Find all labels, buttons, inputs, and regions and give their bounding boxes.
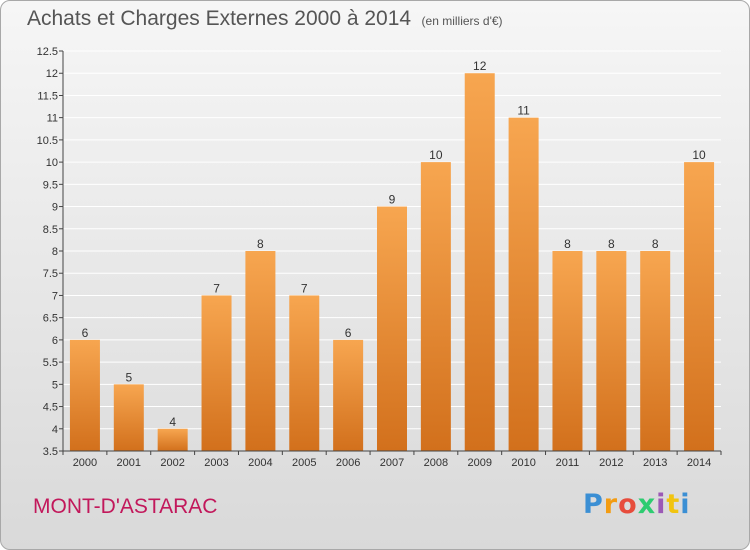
y-tick-label: 10.5 [37, 135, 58, 147]
y-tick-label: 3.5 [43, 446, 58, 458]
place-name: MONT-D'ASTARAC [33, 495, 218, 518]
x-tick-label-2014: 2014 [687, 457, 711, 469]
x-tick-label-2012: 2012 [599, 457, 623, 469]
bar-2012 [596, 251, 627, 451]
logo-letter: r [603, 489, 619, 520]
y-tick-label: 9 [52, 202, 58, 214]
data-label-2014: 10 [692, 148, 706, 162]
y-tick-label: 12 [46, 68, 58, 80]
bar-2001 [113, 384, 144, 451]
logo-letter: o [618, 489, 638, 520]
data-label-2007: 9 [389, 193, 396, 207]
x-tick-label-2004: 2004 [248, 457, 272, 469]
chart-title: Achats et Charges Externes 2000 à 2014 [27, 7, 412, 30]
x-tick-label-2002: 2002 [160, 457, 184, 469]
y-tick-label: 4 [52, 424, 58, 436]
bars [69, 73, 715, 452]
bar-2003 [201, 295, 232, 451]
x-tick-label-2009: 2009 [467, 457, 491, 469]
x-tick-label-2010: 2010 [511, 457, 535, 469]
y-tick-label: 10 [46, 157, 58, 169]
y-tick-label: 4.5 [43, 402, 58, 414]
y-tick-label: 11.5 [37, 90, 58, 102]
x-tick-label-2013: 2013 [643, 457, 667, 469]
logo-letter: x [637, 489, 657, 520]
y-tick-label: 8 [52, 246, 58, 258]
y-tick-label: 12.5 [37, 46, 58, 58]
y-tick-labels: 3.5 4 4.5 5 5.5 6 6.5 7 7.5 8 8.5 9 9.5 10 10.5 11 11.5 1… [37, 46, 58, 458]
y-tick-label: 8.5 [43, 224, 58, 236]
x-tick-label-2000: 2000 [73, 457, 97, 469]
data-label-2011: 8 [564, 237, 571, 251]
y-tick-label: 5 [52, 379, 58, 391]
chart-subtitle: (en milliers d'€) [421, 14, 503, 28]
bar-2011 [552, 251, 583, 451]
x-tick-label-2008: 2008 [424, 457, 448, 469]
bar-2014 [684, 162, 715, 451]
data-label-2000: 6 [82, 326, 89, 340]
bar-2009 [464, 73, 495, 451]
y-tick-label: 5.5 [43, 357, 58, 369]
data-label-2006: 6 [345, 326, 352, 340]
y-tick-label: 11 [47, 113, 58, 125]
proxiti-logo: Proxiti [583, 489, 691, 520]
x-tick-label-2001: 2001 [117, 457, 141, 469]
x-tick-label-2007: 2007 [380, 457, 404, 469]
data-label-2004: 8 [257, 237, 264, 251]
x-tick-label-2005: 2005 [292, 457, 316, 469]
bar-2000 [69, 339, 100, 451]
data-labels: 6 5 4 7 8 7 6 9 10 12 11 8 8 8 10 [82, 59, 706, 429]
bar-2013 [640, 251, 671, 451]
data-label-2009: 12 [473, 59, 487, 73]
x-tick-label-2011: 2011 [556, 457, 580, 469]
bar-2008 [420, 162, 451, 451]
logo-letter: P [583, 489, 604, 520]
data-label-2008: 10 [429, 148, 443, 162]
data-label-2002: 4 [169, 415, 176, 429]
bar-2002 [157, 428, 188, 451]
bar-2010 [508, 117, 539, 452]
y-tick-label: 6 [52, 335, 58, 347]
x-tick-label-2006: 2006 [336, 457, 360, 469]
data-label-2012: 8 [608, 237, 615, 251]
data-label-2013: 8 [652, 237, 659, 251]
y-tick-label: 6.5 [43, 313, 58, 325]
y-tick-label: 7.5 [43, 268, 58, 280]
chart-header: Achats et Charges Externes 2000 à 2014 (… [27, 7, 503, 31]
x-tick-labels: 2000 2001 2002 2003 2004 2005 2006 2007 2008 2009… [62, 451, 722, 469]
data-label-2001: 5 [125, 370, 132, 384]
data-label-2010: 11 [517, 104, 530, 118]
data-label-2005: 7 [301, 281, 308, 295]
bar-2004 [245, 251, 276, 451]
bar-2006 [333, 339, 364, 451]
y-tick-label: 7 [52, 290, 58, 302]
bar-2007 [377, 206, 407, 451]
logo-letter: i [680, 489, 691, 520]
logo-letter: t [666, 489, 681, 520]
y-tick-label: 9.5 [43, 179, 58, 191]
data-label-2003: 7 [213, 281, 220, 295]
bar-2005 [289, 295, 320, 451]
logo-letter: i [656, 489, 667, 520]
x-tick-label-2003: 2003 [204, 457, 228, 469]
